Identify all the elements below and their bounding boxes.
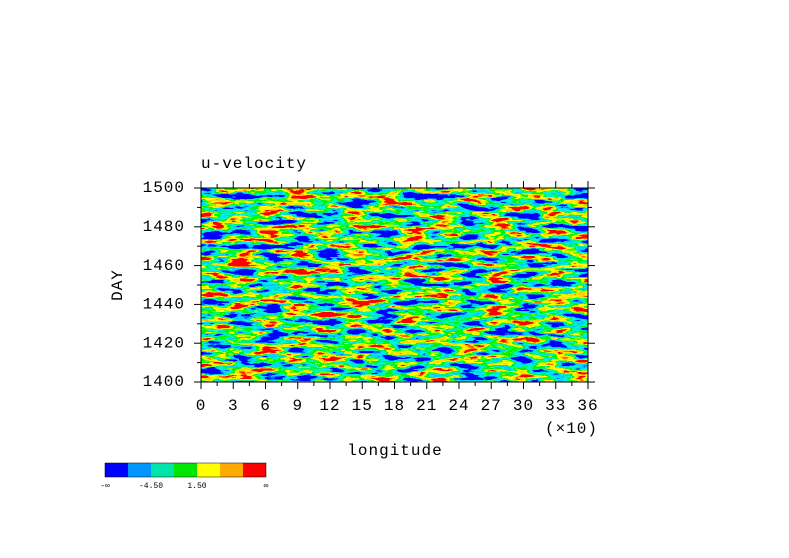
colorbar-swatch [105, 463, 128, 477]
x-tick-label: 30 [513, 397, 534, 415]
colorbar-label: ∞ [264, 482, 269, 491]
colorbar-label: 1.50 [187, 482, 206, 491]
x-tick-label: 15 [352, 397, 373, 415]
y-tick-label: 1400 [143, 373, 185, 391]
y-tick-label: 1480 [143, 218, 185, 236]
y-tick-label: 1460 [143, 257, 185, 275]
colorbar-swatch [128, 463, 151, 477]
colorbar-swatch [151, 463, 174, 477]
y-tick-label: 1440 [143, 296, 185, 314]
x-tick-label: 18 [384, 397, 405, 415]
colorbar-label: -∞ [100, 482, 110, 491]
x-tick-label: 6 [260, 397, 271, 415]
x-multiplier: (×10) [545, 420, 598, 438]
colorbar-frame [104, 462, 267, 478]
x-tick-label: 0 [196, 397, 207, 415]
x-tick-label: 36 [577, 397, 598, 415]
x-tick-label: 24 [448, 397, 469, 415]
x-tick-label: 9 [292, 397, 303, 415]
colorbar-swatch [197, 463, 220, 477]
x-axis-label: longitude [347, 442, 442, 460]
chart-title: u-velocity [201, 155, 307, 173]
x-tick-label: 12 [319, 397, 340, 415]
colorbar-swatch [174, 463, 197, 477]
y-tick-label: 1500 [143, 179, 185, 197]
colorbar-swatch [220, 463, 243, 477]
contour-field [201, 188, 588, 382]
colorbar-label: -4.50 [139, 482, 163, 491]
x-tick-label: 3 [228, 397, 239, 415]
x-tick-label: 33 [545, 397, 566, 415]
x-tick-label: 27 [481, 397, 502, 415]
x-tick-label: 21 [416, 397, 437, 415]
y-axis-label: DAY [109, 269, 127, 301]
colorbar-swatch [243, 463, 266, 477]
y-tick-label: 1420 [143, 334, 185, 352]
